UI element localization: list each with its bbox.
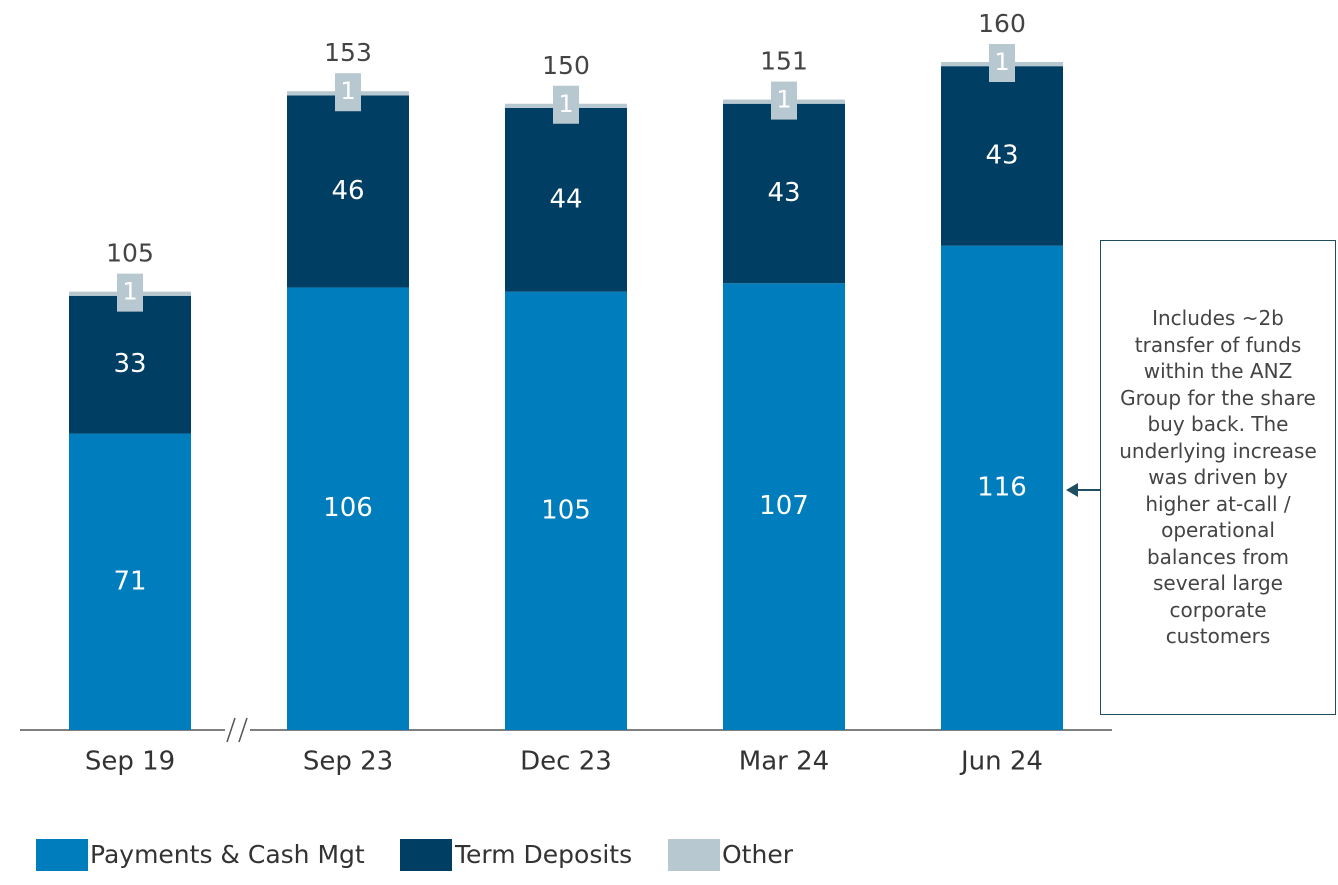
bar-segment [723, 103, 845, 284]
total-label: 160 [978, 9, 1026, 38]
value-label: 1 [558, 90, 573, 118]
x-tick-label: Jun 24 [959, 747, 1043, 777]
axis-break [226, 717, 236, 743]
value-label: 1 [340, 77, 355, 105]
annotation-arrowhead [1066, 483, 1078, 497]
bar-segment [505, 291, 627, 730]
total-label: 153 [324, 38, 372, 67]
legend-label: Term Deposits [454, 840, 632, 869]
total-label: 151 [760, 47, 808, 76]
value-label-box [553, 85, 579, 124]
bar-segment [69, 433, 191, 730]
bar-segment [723, 283, 845, 730]
total-label: 105 [106, 239, 154, 268]
bar-segment [287, 95, 409, 288]
legend-swatch [400, 839, 452, 871]
value-label: 1 [776, 86, 791, 114]
value-label: 43 [767, 178, 800, 208]
value-label: 33 [113, 349, 146, 379]
value-label: 44 [549, 184, 582, 214]
x-tick-label: Sep 23 [303, 747, 393, 777]
value-label: 106 [323, 493, 373, 523]
value-label: 1 [122, 278, 137, 306]
value-label-box [989, 44, 1015, 82]
value-label: 43 [985, 140, 1018, 170]
value-label-box [335, 73, 361, 112]
value-label: 116 [977, 472, 1027, 502]
value-label: 107 [759, 491, 809, 521]
x-tick-label: Sep 19 [85, 747, 175, 777]
legend-swatch [668, 839, 720, 871]
value-label: 71 [113, 566, 146, 596]
value-label: 1 [994, 48, 1009, 76]
axis-break [238, 717, 248, 743]
bar-segment [287, 287, 409, 730]
bar-segment [941, 245, 1063, 730]
value-label-box [117, 273, 143, 312]
value-label: 46 [331, 176, 364, 206]
value-label-box [771, 81, 797, 120]
legend-label: Payments & Cash Mgt [90, 840, 365, 869]
legend-label: Other [722, 840, 794, 869]
bar-segment [69, 295, 191, 434]
x-tick-label: Mar 24 [739, 747, 829, 777]
annotation: Includes ~2b transfer of funds within th… [1100, 240, 1336, 715]
bar-segment [941, 66, 1063, 246]
bar-segment [505, 107, 627, 292]
legend-swatch [36, 839, 88, 871]
value-label: 105 [541, 495, 591, 525]
x-tick-label: Dec 23 [520, 747, 612, 777]
total-label: 150 [542, 51, 590, 80]
